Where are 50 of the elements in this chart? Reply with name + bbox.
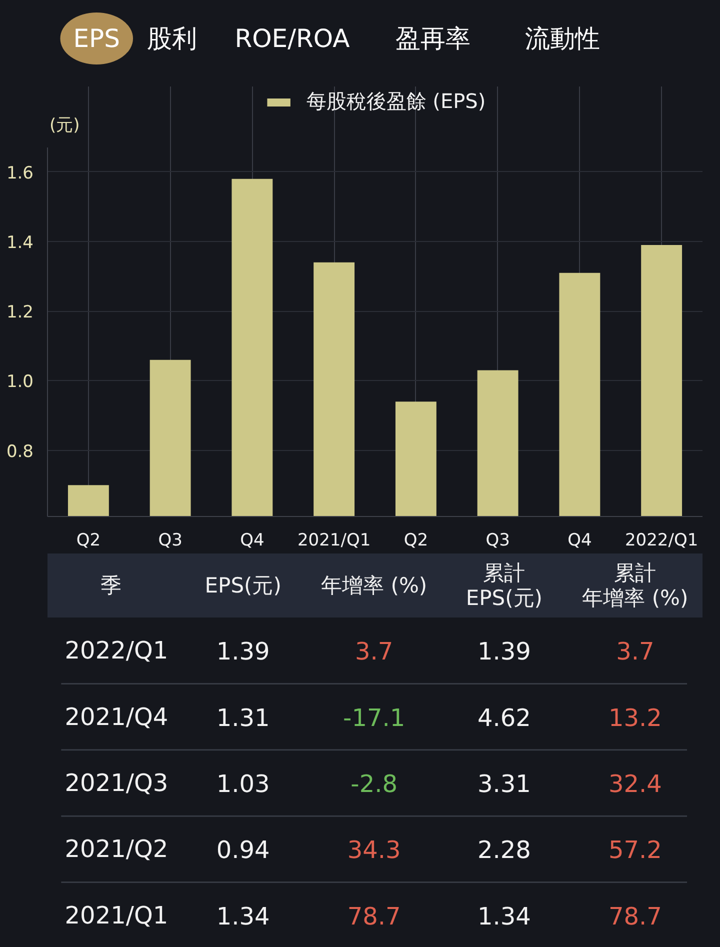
text: -17.1: [343, 704, 406, 732]
category-label: EPS(元): [204, 574, 282, 598]
text: 3.7: [355, 638, 394, 666]
x-tick-label: Q3: [486, 530, 510, 550]
text: 1.03: [216, 770, 270, 798]
text: 78.7: [608, 902, 662, 930]
category-label: 2021/Q3: [64, 769, 168, 797]
text: 32.4: [608, 770, 662, 798]
text: 1.34: [216, 902, 270, 930]
category-label: 累計EPS(元): [466, 561, 543, 610]
category-label: 2022/Q1: [64, 636, 168, 665]
category-label: 累計年增率 (%): [582, 561, 688, 610]
category-label: 流動性: [524, 24, 600, 53]
text: 1.39: [477, 638, 531, 666]
x-tick-label: Q2: [404, 530, 428, 550]
category-label: 2021/Q2: [64, 835, 168, 864]
y-axis-title: (元): [50, 116, 80, 136]
text: 13.2: [608, 704, 662, 732]
text: -2.8: [350, 770, 398, 798]
category-label: EPS: [73, 24, 120, 53]
x-tick-label: 2022/Q1: [624, 530, 698, 550]
text: 3.7: [616, 638, 654, 666]
category-label: 股利: [147, 24, 198, 53]
y-tick-label: 1.2: [6, 302, 34, 323]
text: 57.2: [608, 836, 662, 864]
category-label: 季: [100, 574, 122, 598]
y-tick-label: 1.0: [6, 372, 34, 392]
y-tick-label: 1.6: [6, 163, 34, 184]
x-tick-label: Q3: [158, 530, 182, 550]
text: 78.7: [347, 902, 401, 930]
y-tick-label: 0.8: [6, 442, 34, 462]
category-label: 年增率 (%): [321, 574, 428, 598]
text: 1.34: [477, 902, 531, 930]
x-tick-label: 2021/Q1: [297, 530, 371, 550]
text: 3.31: [477, 770, 531, 798]
text: 1.39: [216, 638, 270, 666]
category-label: 2021/Q4: [64, 702, 168, 731]
x-tick-label: Q4: [568, 530, 592, 550]
text: 1.31: [216, 704, 270, 732]
x-tick-label: Q4: [240, 530, 264, 550]
legend-label: 每股稅後盈餘 (EPS): [306, 88, 486, 115]
category-label: 2021/Q1: [64, 901, 168, 930]
category-label: ROE/ROA: [234, 24, 350, 53]
category-label: 盈再率: [396, 24, 471, 53]
x-tick-label: Q2: [76, 530, 101, 550]
y-tick-label: 1.4: [6, 232, 34, 253]
text: 2.28: [477, 836, 531, 864]
text: 0.94: [216, 836, 270, 864]
text: 4.62: [477, 704, 531, 732]
text: 34.3: [347, 836, 401, 864]
